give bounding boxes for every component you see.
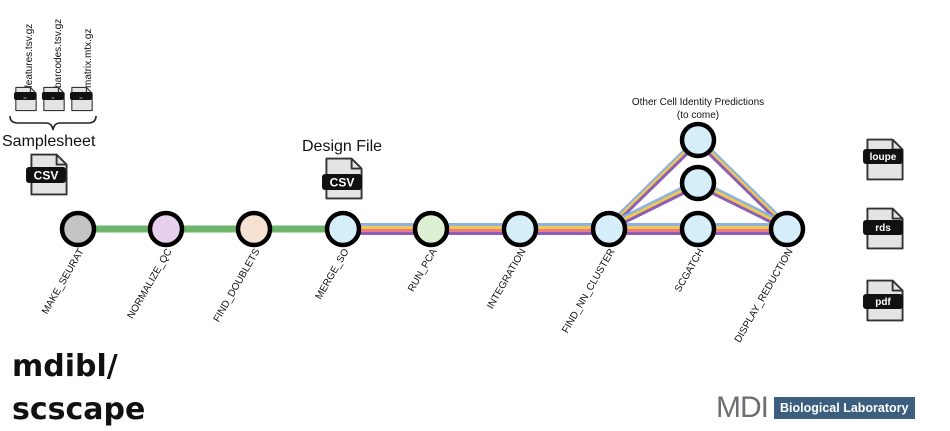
output-rds-icon: rds	[863, 207, 904, 250]
output-pdf-label: pdf	[875, 297, 891, 308]
node-label-make_seurat: MAKE_SEURAT	[40, 247, 86, 316]
file-label-features: features.tsv.gz	[24, 24, 35, 88]
node-find_nn_cluster	[590, 210, 628, 248]
file-label-matrix: matrix.mtx.gz	[83, 29, 94, 88]
matrix-file-icon: ..	[70, 86, 93, 112]
barcodes-file-icon: ..	[42, 86, 65, 112]
logo-mdi-text: MDI	[716, 391, 769, 424]
yellow-branch-line	[607, 138, 700, 229]
svg-text:CSV: CSV	[34, 169, 59, 183]
samplesheet-csv-icon: CSV	[26, 153, 68, 196]
node-label-find_doublets: FIND_DOUBLETS	[212, 247, 263, 324]
node-label-normalize_qc: NORMALIZE_QC	[126, 247, 175, 321]
node-scgatch	[679, 210, 717, 248]
brace	[9, 115, 97, 131]
node-label-scgatch: SCGATCH	[673, 247, 707, 294]
logo-box-text: Biological Laboratory	[774, 397, 915, 419]
mdi-logo: MDI Biological Laboratory	[716, 393, 915, 423]
node-label-merge_so: MERGE_SO	[314, 247, 352, 302]
node-label-integration: INTEGRATION	[485, 247, 528, 311]
features-file-icon: ..	[14, 86, 37, 112]
node-label-run_pca: RUN_PCA	[406, 247, 440, 294]
branch-node-1	[679, 121, 717, 159]
node-label-display_reduction: DISPLAY_REDUCTION	[733, 247, 796, 345]
output-rds-label: rds	[875, 223, 891, 234]
samplesheet-label: Samplesheet	[2, 133, 96, 150]
node-label-find_nn_cluster: FIND_NN_CLUSTER	[560, 247, 617, 335]
pipeline-title-line1: mdibl/	[12, 349, 118, 384]
node-display_reduction	[768, 210, 806, 248]
node-run_pca	[412, 210, 450, 248]
output-loupe-label: loupe	[870, 152, 897, 163]
svg-text:..: ..	[51, 95, 55, 101]
node-normalize_qc	[147, 210, 185, 248]
file-label-barcodes: barcodes.tsv.gz	[53, 19, 64, 88]
annotation-line2: (to come)	[677, 110, 719, 121]
node-merge_so	[324, 210, 362, 248]
svg-text:..: ..	[79, 95, 83, 101]
node-make_seurat	[59, 210, 97, 248]
node-find_doublets	[235, 210, 273, 248]
svg-text:..: ..	[23, 95, 27, 101]
svg-text:CSV: CSV	[330, 176, 355, 190]
annotation-line1: Other Cell Identity Predictions	[632, 97, 764, 108]
design-csv-icon: CSV	[322, 157, 363, 200]
output-pdf-icon: pdf	[863, 279, 904, 322]
blue-branch-line	[696, 135, 789, 226]
pipeline-title-line2: scscape	[12, 392, 146, 427]
pipeline-node-labels: MAKE_SEURAT NORMALIZE_QC FIND_DOUBLETS MERG…	[40, 247, 795, 345]
input-files: features.tsv.gz barcodes.tsv.gz matrix.m…	[9, 19, 97, 131]
yellow-branch-line	[696, 138, 789, 229]
node-integration	[501, 210, 539, 248]
pipeline-nodes	[59, 121, 806, 248]
blue-branch-line	[607, 135, 700, 226]
branch-node-2	[679, 164, 717, 202]
output-loupe-icon: loupe	[863, 138, 904, 181]
design-file-label: Design File	[302, 138, 382, 155]
